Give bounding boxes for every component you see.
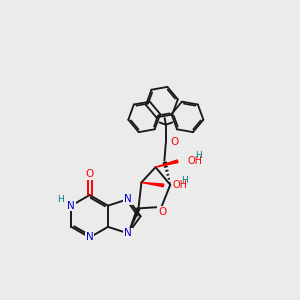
Text: O: O (170, 137, 178, 147)
Text: H: H (57, 195, 64, 204)
Text: O: O (158, 207, 166, 217)
Text: N: N (68, 201, 75, 211)
Text: H: H (195, 152, 202, 160)
Polygon shape (155, 160, 178, 167)
Text: N: N (124, 194, 132, 204)
Text: N: N (68, 201, 75, 211)
Text: N: N (124, 194, 132, 204)
Polygon shape (141, 182, 164, 187)
Text: H: H (181, 176, 188, 184)
Text: N: N (86, 232, 94, 242)
Text: H: H (57, 195, 64, 204)
Text: N: N (124, 228, 132, 239)
Text: O: O (85, 169, 94, 179)
Text: OH: OH (187, 156, 202, 166)
Text: OH: OH (173, 180, 188, 190)
Text: N: N (86, 232, 94, 242)
Polygon shape (128, 208, 140, 233)
Text: O: O (85, 169, 94, 179)
Text: O: O (170, 137, 178, 147)
Text: O: O (158, 207, 166, 217)
Text: N: N (124, 228, 132, 239)
